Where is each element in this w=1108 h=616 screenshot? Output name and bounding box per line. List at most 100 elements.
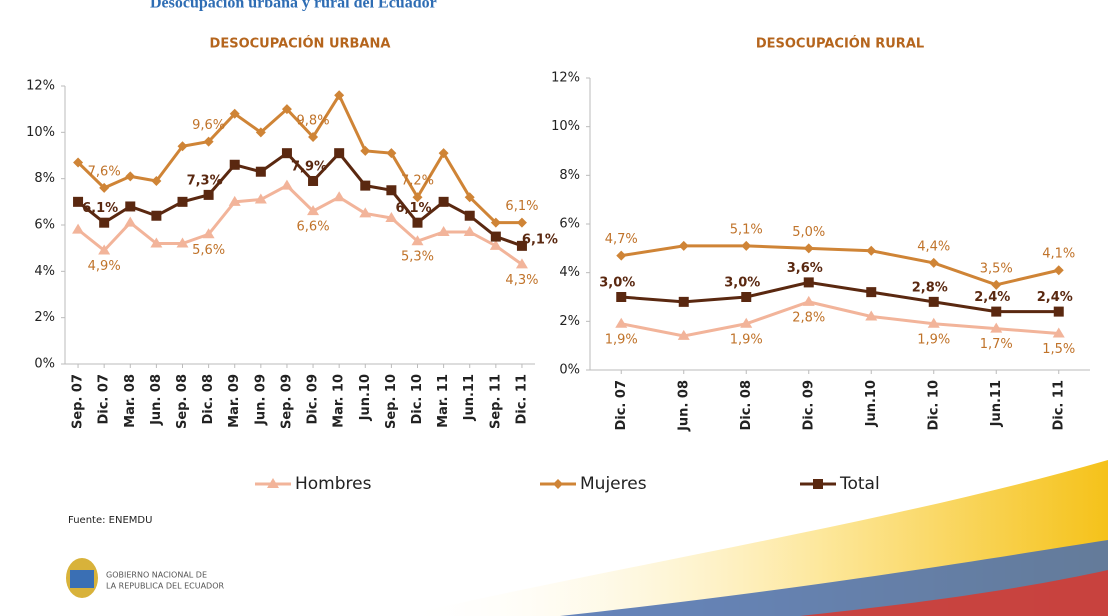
marker xyxy=(280,179,293,190)
data-label: 3,6% xyxy=(787,261,823,276)
data-label: 3,5% xyxy=(980,261,1013,276)
source: Fuente: ENEMDU xyxy=(68,515,152,526)
marker xyxy=(990,322,1003,333)
data-label: 3,0% xyxy=(599,276,635,291)
data-label: 1,9% xyxy=(917,332,950,347)
y-tick-label: 6% xyxy=(34,218,55,233)
marker xyxy=(411,235,424,246)
marker xyxy=(813,479,823,489)
marker xyxy=(360,180,371,191)
y-tick-label: 0% xyxy=(34,357,55,372)
data-label: 6,1% xyxy=(82,201,118,216)
x-tick-label: Dic. 07 xyxy=(614,380,629,431)
x-tick-label: Mar. 11 xyxy=(436,374,451,428)
marker xyxy=(927,317,940,328)
marker xyxy=(385,212,398,223)
marker xyxy=(255,166,266,177)
x-tick-label: Dic. 08 xyxy=(201,374,216,425)
marker xyxy=(1053,306,1064,317)
marker xyxy=(177,196,188,207)
y-tick-label: 4% xyxy=(34,264,55,279)
marker xyxy=(437,225,450,236)
x-tick-label: Dic. 11 xyxy=(1051,380,1066,431)
marker xyxy=(308,131,319,142)
marker xyxy=(1053,265,1064,276)
marker xyxy=(991,306,1002,317)
data-label: 5,3% xyxy=(401,250,434,265)
x-tick-label: Dic. 10 xyxy=(926,380,941,431)
marker xyxy=(553,479,563,489)
marker xyxy=(615,317,628,328)
data-label: 7,2% xyxy=(401,174,434,189)
marker xyxy=(228,195,241,206)
x-tick-label: Sep. 07 xyxy=(71,374,86,429)
marker xyxy=(515,258,528,269)
logo-text: GOBIERNO NACIONAL DE xyxy=(106,571,207,580)
data-label: 3,0% xyxy=(724,276,760,291)
x-tick-label: Mar. 08 xyxy=(123,374,138,428)
series-line xyxy=(621,244,1060,287)
marker xyxy=(490,231,501,242)
marker xyxy=(928,296,939,307)
marker xyxy=(386,148,397,159)
marker xyxy=(73,157,84,168)
marker xyxy=(865,310,878,321)
data-label: 7,3% xyxy=(187,173,223,188)
page-title: Desocupación urbana y rural del Ecuador xyxy=(150,0,437,12)
marker xyxy=(516,240,527,251)
logo-text: LA REPUBLICA DEL ECUADOR xyxy=(106,582,224,591)
data-label: 1,5% xyxy=(1042,342,1075,357)
marker xyxy=(334,148,345,159)
marker xyxy=(203,189,214,200)
marker xyxy=(333,191,346,202)
x-tick-label: Dic. 11 xyxy=(514,374,529,425)
legend-label: Total xyxy=(839,474,880,494)
marker xyxy=(177,141,188,152)
data-label: 4,7% xyxy=(605,232,638,247)
data-label: 4,1% xyxy=(1042,247,1075,262)
marker xyxy=(255,127,266,138)
data-label: 2,4% xyxy=(974,290,1010,305)
y-tick-label: 2% xyxy=(559,314,580,329)
marker xyxy=(73,196,84,207)
marker xyxy=(516,217,527,228)
marker xyxy=(386,185,397,196)
marker xyxy=(678,240,689,251)
x-tick-label: Mar. 10 xyxy=(332,374,347,428)
marker xyxy=(359,207,372,218)
y-tick-label: 4% xyxy=(559,265,580,280)
marker xyxy=(616,292,627,302)
data-label: 9,6% xyxy=(192,118,225,133)
x-tick-label: Dic. 09 xyxy=(801,380,816,431)
data-label: 2,4% xyxy=(1037,290,1073,305)
y-tick-label: 8% xyxy=(559,168,580,183)
marker xyxy=(254,193,267,204)
data-label: 4,4% xyxy=(917,239,950,254)
marker xyxy=(463,225,476,236)
chart-title: DESOCUPACIÓN URBANA xyxy=(210,36,391,52)
marker xyxy=(678,296,689,307)
x-tick-label: Jun.10 xyxy=(358,374,373,421)
x-tick-label: Mar. 09 xyxy=(227,374,242,428)
x-tick-label: Dic. 08 xyxy=(739,380,754,431)
logo xyxy=(66,558,98,598)
marker xyxy=(360,145,371,156)
x-tick-label: Jun. 08 xyxy=(676,380,691,432)
marker xyxy=(203,136,214,147)
x-tick-label: Sep. 11 xyxy=(488,374,503,429)
marker xyxy=(803,243,814,254)
data-label: 6,1% xyxy=(505,199,538,214)
marker xyxy=(150,237,163,248)
marker xyxy=(741,240,752,251)
marker xyxy=(928,257,939,268)
marker xyxy=(99,182,110,193)
x-tick-label: Dic. 07 xyxy=(97,374,112,425)
series-line xyxy=(621,280,1059,314)
marker xyxy=(803,277,814,288)
marker xyxy=(677,329,690,340)
y-tick-label: 2% xyxy=(34,310,55,325)
marker xyxy=(151,210,162,221)
marker xyxy=(125,201,136,212)
data-label: 5,1% xyxy=(730,222,763,237)
marker xyxy=(1052,327,1065,338)
